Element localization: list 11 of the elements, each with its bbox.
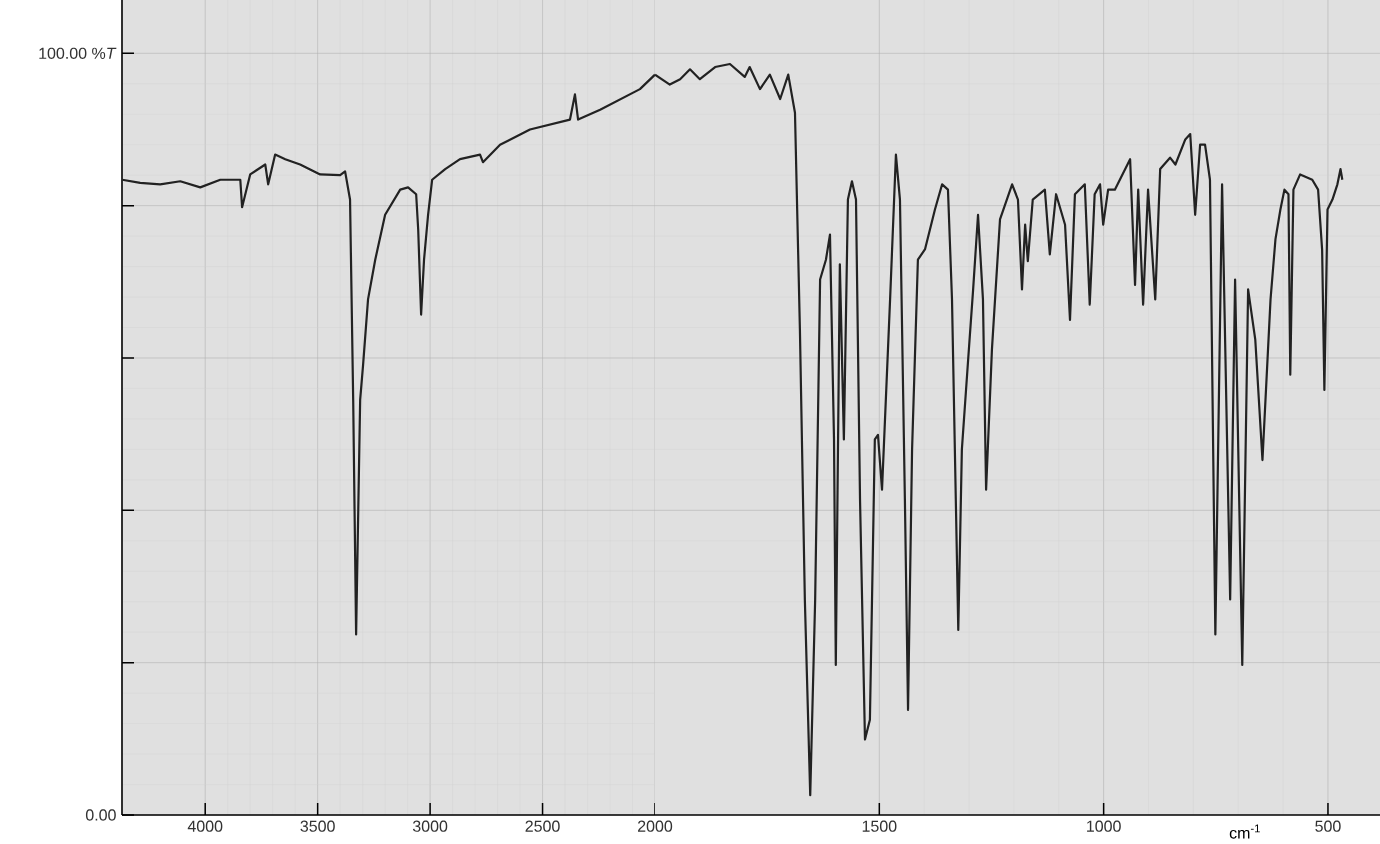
y-tick-label: 100.00 %T	[39, 47, 117, 59]
x-tick-label: 1500	[862, 820, 897, 832]
x-axis-title: cm$^{-1}$	[1229, 824, 1260, 839]
x-tick-label: 4000	[187, 820, 223, 832]
x-tick-label: 3500	[300, 820, 335, 832]
x-tick-label: 2000	[638, 820, 673, 832]
x-tick-label: 1000	[1087, 820, 1121, 832]
x-tick-label: 500	[1315, 820, 1341, 832]
x-tick-label: 3000	[412, 820, 448, 832]
y-tick-label: 0.00	[85, 809, 116, 821]
x-tick-label: 2500	[525, 820, 560, 832]
